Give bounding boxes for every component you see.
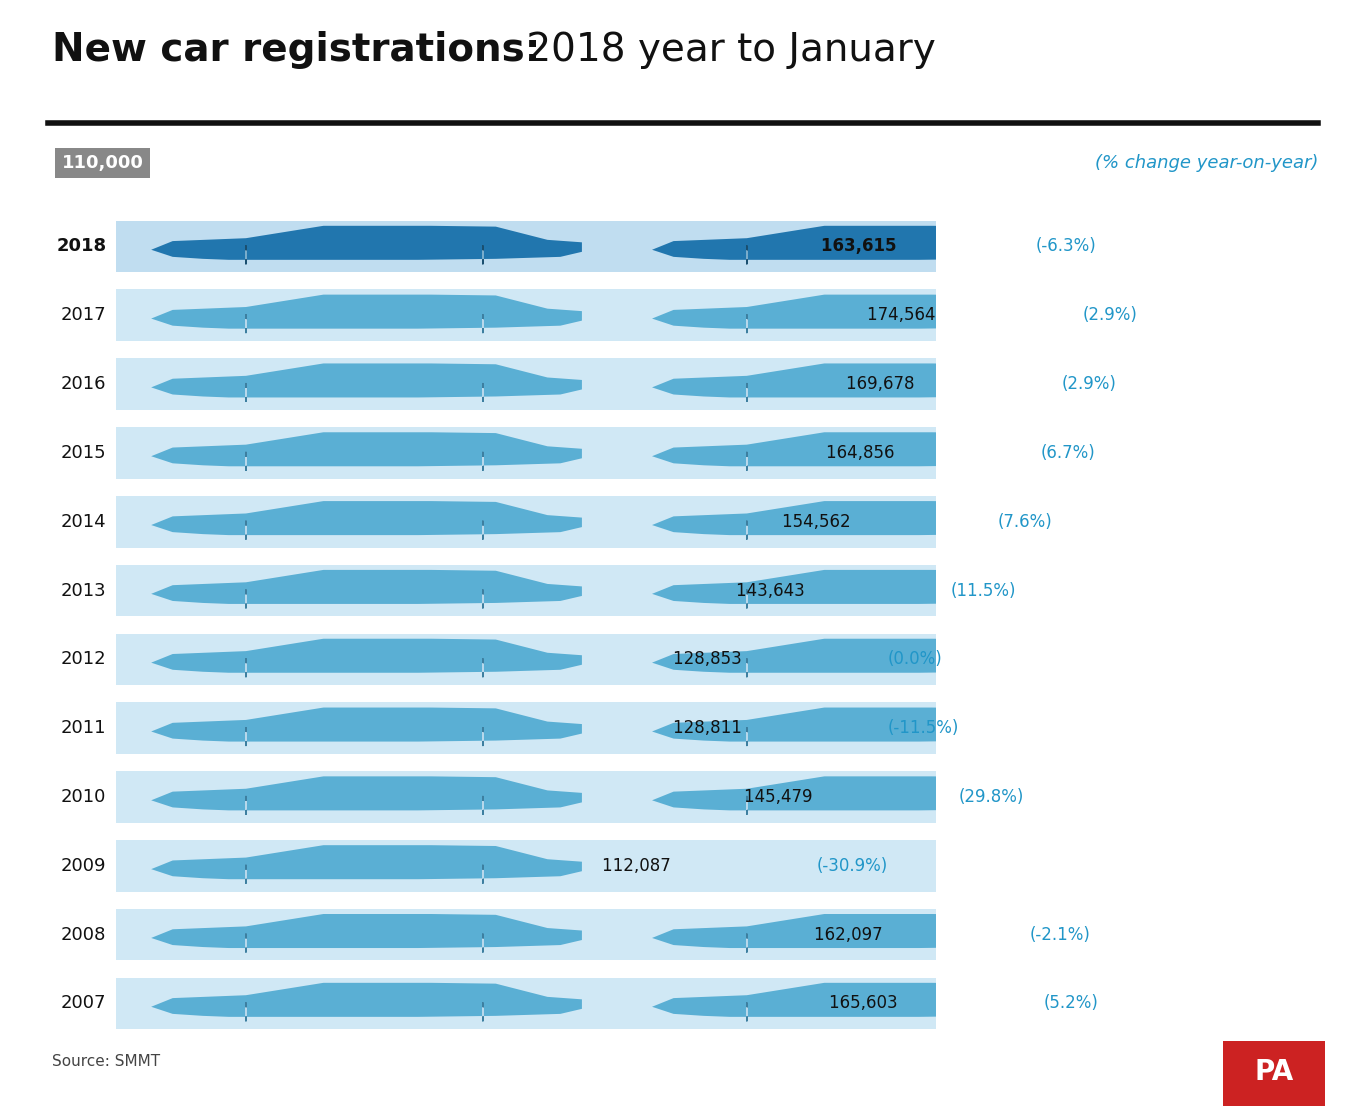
Polygon shape: [652, 432, 1083, 466]
Bar: [116, 702, 936, 754]
Text: 162,097: 162,097: [814, 925, 888, 944]
Polygon shape: [152, 777, 582, 810]
Text: 2009: 2009: [60, 857, 107, 875]
Polygon shape: [652, 777, 1083, 810]
Bar: [116, 565, 936, 616]
Bar: [116, 427, 936, 479]
Bar: [116, 908, 936, 961]
Polygon shape: [652, 501, 1083, 535]
Text: (-11.5%): (-11.5%): [888, 719, 959, 738]
Text: New car registrations:: New car registrations:: [52, 31, 541, 69]
Text: 112,087: 112,087: [601, 857, 676, 875]
Text: 145,479: 145,479: [743, 788, 817, 806]
Polygon shape: [152, 570, 582, 604]
Bar: [116, 496, 936, 548]
Text: 2010: 2010: [61, 788, 107, 806]
Text: (6.7%): (6.7%): [1041, 444, 1096, 462]
Polygon shape: [152, 364, 582, 397]
Text: 154,562: 154,562: [783, 512, 856, 531]
Text: 2015: 2015: [60, 444, 107, 462]
Text: 2011: 2011: [60, 719, 107, 738]
Text: 2008: 2008: [61, 925, 107, 944]
Polygon shape: [652, 225, 1083, 260]
Text: 2007: 2007: [60, 994, 107, 1012]
Bar: [116, 221, 936, 272]
Polygon shape: [652, 295, 1083, 328]
Polygon shape: [652, 364, 1083, 397]
Text: 2016: 2016: [60, 375, 107, 393]
Polygon shape: [652, 638, 1083, 673]
Bar: [116, 771, 936, 822]
Text: 143,643: 143,643: [736, 581, 810, 599]
Bar: [116, 978, 936, 1029]
Text: 128,853: 128,853: [673, 651, 747, 668]
Polygon shape: [652, 708, 1083, 741]
Text: 165,603: 165,603: [829, 994, 903, 1012]
Text: (7.6%): (7.6%): [997, 512, 1052, 531]
Polygon shape: [152, 983, 582, 1017]
Polygon shape: [152, 295, 582, 328]
Polygon shape: [652, 983, 1083, 1017]
Bar: [116, 289, 936, 341]
Text: (5.2%): (5.2%): [1044, 994, 1100, 1012]
FancyBboxPatch shape: [1223, 1040, 1325, 1106]
Text: (2.9%): (2.9%): [1061, 375, 1116, 393]
Text: 164,856: 164,856: [826, 444, 900, 462]
Text: (-2.1%): (-2.1%): [1029, 925, 1090, 944]
Text: 174,564: 174,564: [867, 306, 941, 325]
Text: 2018 year to January: 2018 year to January: [514, 31, 936, 69]
Text: 2014: 2014: [60, 512, 107, 531]
Text: 2012: 2012: [60, 651, 107, 668]
Text: (11.5%): (11.5%): [951, 581, 1016, 599]
Text: 110,000: 110,000: [61, 154, 143, 172]
Polygon shape: [152, 501, 582, 535]
Polygon shape: [652, 570, 1083, 604]
Text: 2017: 2017: [60, 306, 107, 325]
Text: (29.8%): (29.8%): [959, 788, 1024, 806]
Text: (-30.9%): (-30.9%): [817, 857, 888, 875]
Text: (0.0%): (0.0%): [888, 651, 943, 668]
Polygon shape: [152, 845, 582, 879]
Polygon shape: [152, 914, 582, 947]
Polygon shape: [652, 914, 1083, 947]
Text: (% change year-on-year): (% change year-on-year): [1094, 154, 1318, 172]
Text: PA: PA: [1254, 1058, 1294, 1087]
Bar: [116, 634, 936, 685]
Bar: [116, 358, 936, 410]
Polygon shape: [152, 638, 582, 673]
Text: (2.9%): (2.9%): [1082, 306, 1137, 325]
Text: 2018: 2018: [56, 238, 107, 256]
Polygon shape: [152, 708, 582, 741]
Text: Source: SMMT: Source: SMMT: [52, 1055, 160, 1069]
Text: (-6.3%): (-6.3%): [1035, 238, 1097, 256]
Polygon shape: [152, 225, 582, 260]
Bar: [116, 840, 936, 892]
Text: 2013: 2013: [60, 581, 107, 599]
Text: 169,678: 169,678: [847, 375, 921, 393]
Text: 128,811: 128,811: [672, 719, 747, 738]
Polygon shape: [152, 432, 582, 466]
Text: 163,615: 163,615: [821, 238, 902, 256]
